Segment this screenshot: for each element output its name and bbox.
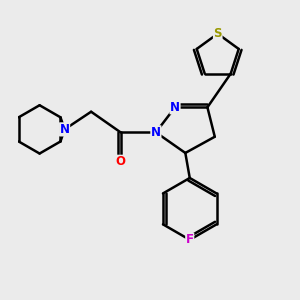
Text: S: S	[214, 27, 222, 40]
Text: O: O	[116, 155, 126, 168]
Text: N: N	[151, 126, 161, 139]
Text: F: F	[186, 233, 194, 246]
Text: N: N	[60, 123, 70, 136]
Text: N: N	[170, 101, 180, 114]
